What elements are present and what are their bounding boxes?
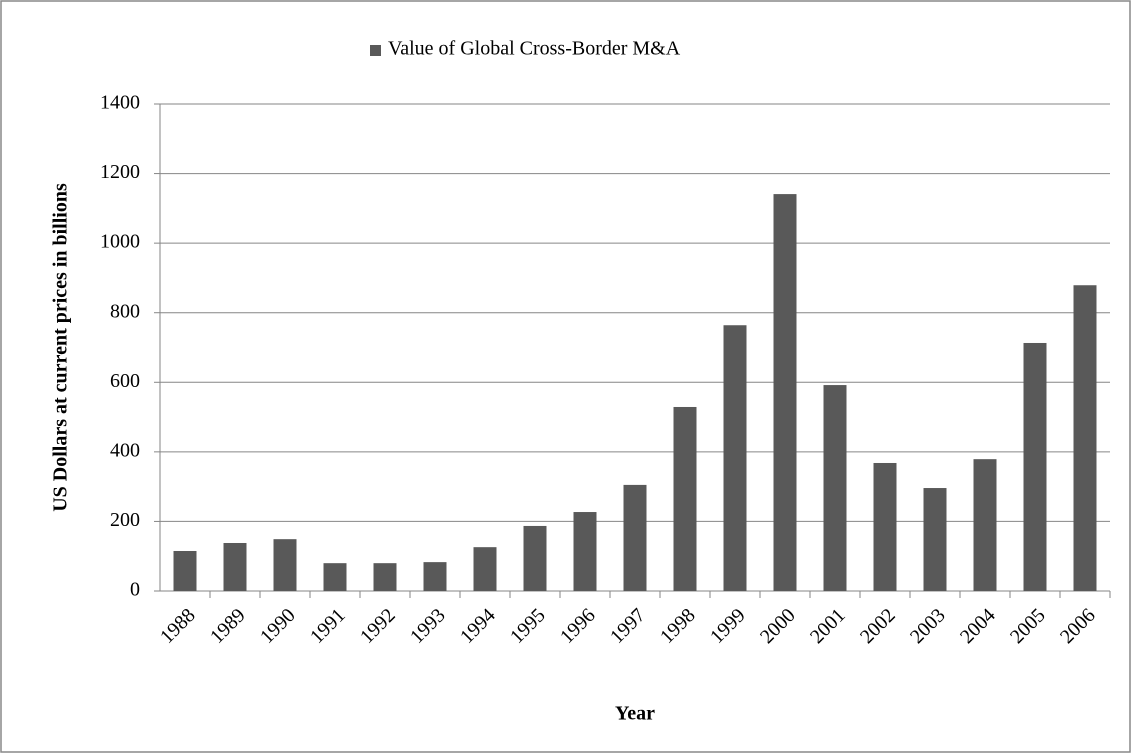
bar [873, 462, 897, 591]
y-tick-label: 0 [130, 579, 140, 601]
bar [1073, 285, 1097, 591]
bar [523, 525, 547, 591]
bar [1023, 342, 1047, 591]
bar [273, 539, 297, 591]
y-tick-label: 600 [110, 370, 140, 392]
bar [823, 385, 847, 591]
bar [423, 562, 447, 591]
bar [573, 512, 597, 591]
legend-label: Value of Global Cross-Border M&A [388, 38, 681, 60]
bar [223, 542, 247, 591]
y-tick-label: 1400 [100, 92, 140, 114]
y-tick-label: 400 [110, 439, 140, 461]
bar [723, 325, 747, 591]
bar [673, 406, 697, 591]
y-tick-label: 200 [110, 509, 140, 531]
bar [773, 194, 797, 591]
y-tick-label: 1000 [100, 231, 140, 253]
y-tick-label: 800 [110, 300, 140, 322]
bar [373, 563, 397, 591]
y-axis-title: US Dollars at current prices in billions [50, 183, 72, 512]
bar [323, 563, 347, 591]
bar [973, 459, 997, 591]
bar [623, 484, 647, 591]
bar [923, 488, 947, 591]
y-tick-label: 1200 [100, 161, 140, 183]
legend-swatch [370, 45, 381, 56]
x-axis-title: Year [615, 703, 655, 725]
bar [173, 550, 197, 591]
bar [473, 547, 497, 591]
